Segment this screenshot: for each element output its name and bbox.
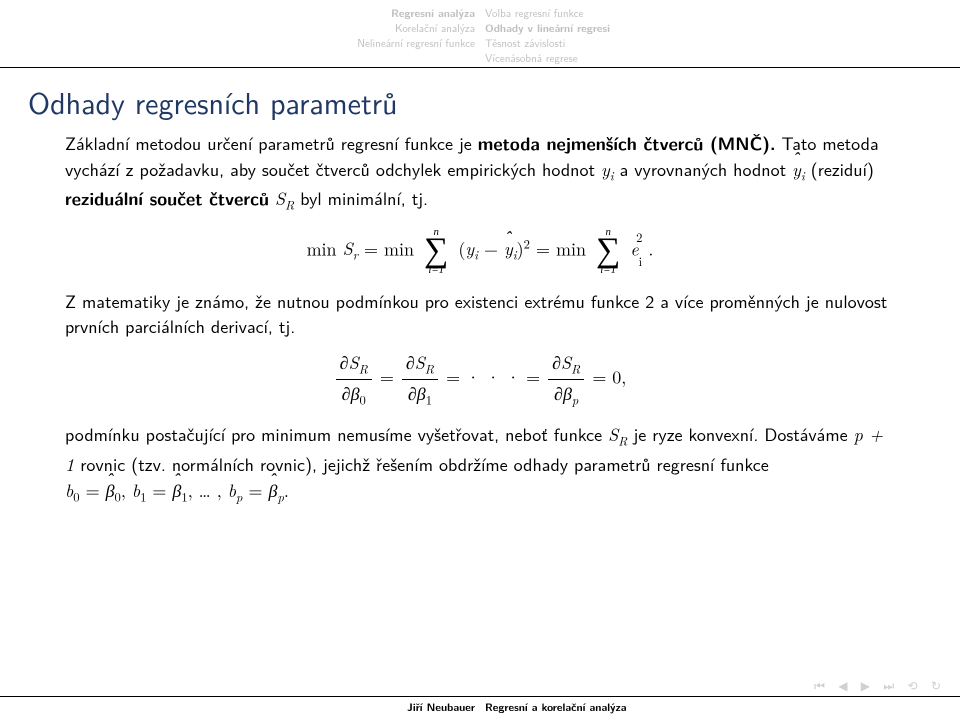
- partial-icon: ∂: [342, 381, 351, 406]
- footer-author: Jiří Neubauer: [407, 697, 475, 719]
- nav-icons: ⏮ ◀ ▶ ⏭ ⟲ ↻: [811, 679, 946, 694]
- cdots: · · ·: [466, 365, 520, 390]
- equation-1: min Sr = min n ∑ i=1 (yi − yi)2 = min n …: [65, 227, 895, 276]
- text: (reziduí): [805, 155, 874, 182]
- redo-icon[interactable]: ↻: [931, 679, 943, 693]
- term-mnc: metoda nejmenších čtverců (MNČ).: [478, 131, 776, 156]
- nav-sub-2[interactable]: Odhady v lineární regresi: [485, 21, 610, 36]
- equation-2: ∂SR ∂β0 = ∂SR ∂β1 = · · · = ∂SR ∂βp = 0,: [65, 350, 895, 409]
- slide: Regresní analýza Korelační analýza Nelin…: [0, 0, 960, 720]
- prev-icon[interactable]: ◀: [838, 679, 849, 693]
- text: min: [307, 236, 343, 261]
- term-sr: reziduální součet čtverců: [65, 186, 269, 211]
- content: Základní metodou určení parametrů regres…: [65, 130, 895, 512]
- text: a vyrovnaných hodnot: [614, 155, 792, 182]
- sum-symbol: n ∑ i=1: [424, 227, 448, 276]
- partial-icon: ∂: [408, 381, 417, 406]
- text: = min: [364, 236, 420, 261]
- equation-3: b0 = β0, b1 = β1, … , bp = βp.: [65, 478, 289, 503]
- text: = min: [536, 236, 592, 261]
- eq-zero: = 0,: [592, 365, 626, 390]
- page-title: Odhady regresních parametrů: [28, 80, 398, 124]
- last-icon[interactable]: ⏭: [883, 679, 896, 693]
- footer-title: Regresní a korelační analýza: [485, 697, 627, 719]
- partial-icon: ∂: [406, 350, 415, 375]
- first-icon[interactable]: ⏮: [814, 679, 827, 693]
- partial-frac-1: ∂SR ∂β1: [402, 350, 438, 409]
- nav-subsections-right: Volba regresní funkce Odhady v lineární …: [485, 6, 610, 66]
- nav-sub-4[interactable]: Vícenásobná regrese: [485, 51, 610, 66]
- text: byl minimální, tj.: [294, 184, 428, 211]
- sum-symbol: n ∑ i=1: [596, 227, 620, 276]
- paragraph-2: Z matematiky je známo, že nutnou podmínk…: [65, 288, 895, 338]
- paragraph-3: podmínku postačující pro minimum nemusím…: [65, 421, 895, 506]
- partial-icon: ∂: [552, 350, 561, 375]
- undo-icon[interactable]: ⟲: [908, 679, 920, 693]
- partial-frac-0: ∂SR ∂β0: [336, 350, 372, 409]
- nav-sec-1[interactable]: Regresní analýza: [357, 6, 475, 21]
- text: Základní metodou určení parametrů regres…: [65, 129, 478, 156]
- nav-sec-3[interactable]: Nelineární regresní funkce: [357, 36, 475, 51]
- footer: Jiří Neubauer Regresní a korelační analý…: [0, 696, 960, 720]
- paragraph-1: Základní metodou určení parametrů regres…: [65, 130, 895, 215]
- partial-frac-p: ∂SR ∂βp: [548, 350, 584, 409]
- sigma-icon: ∑: [596, 237, 620, 264]
- nav-sub-3[interactable]: Těsnost závislosti: [485, 36, 610, 51]
- nav-sections-left: Regresní analýza Korelační analýza Nelin…: [357, 6, 475, 51]
- partial-icon: ∂: [340, 350, 349, 375]
- header: Regresní analýza Korelační analýza Nelin…: [0, 0, 960, 68]
- nav-sec-2[interactable]: Korelační analýza: [357, 21, 475, 36]
- text: podmínku postačující pro minimum nemusím…: [65, 420, 608, 447]
- partial-icon: ∂: [554, 381, 563, 406]
- nav-sub-1[interactable]: Volba regresní funkce: [485, 6, 610, 21]
- text: je ryze konvexní. Dostáváme: [627, 420, 853, 447]
- next-icon[interactable]: ▶: [861, 679, 872, 693]
- sigma-icon: ∑: [424, 237, 448, 264]
